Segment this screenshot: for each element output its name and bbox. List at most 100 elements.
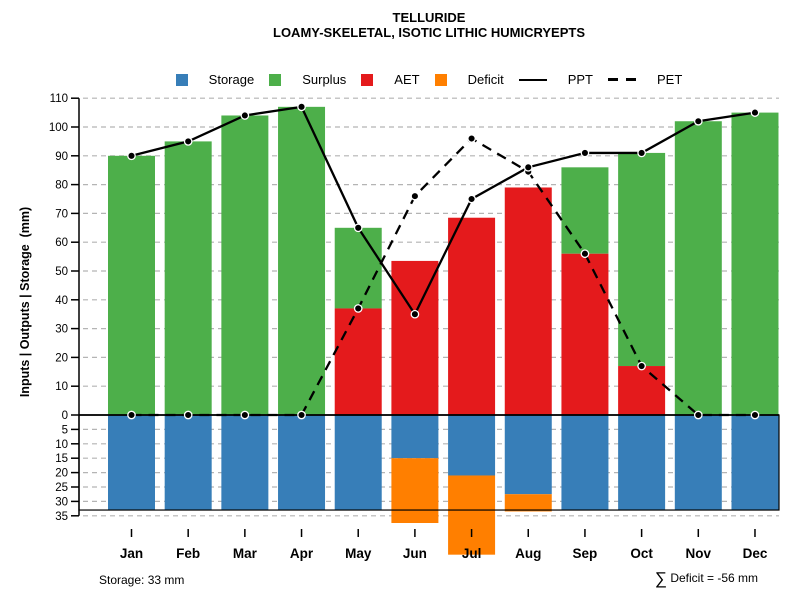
storage-bar-dec [731, 415, 779, 511]
aet-bar-may [334, 308, 382, 415]
y-tick-label: 35 [55, 511, 68, 523]
ppt-point [353, 223, 363, 233]
pet-point [127, 410, 136, 420]
y-tick-label: 90 [55, 151, 68, 163]
y-tick-label: 30 [55, 496, 68, 508]
ppt-point [467, 194, 476, 204]
ppt-line [131, 105, 756, 317]
pet-point [297, 410, 306, 420]
y-tick-label: 10 [55, 439, 68, 451]
month-label-nov: Nov [686, 546, 712, 561]
ppt-point [183, 137, 193, 146]
y-tick-label: 15 [55, 453, 68, 465]
storage-bar-jul [448, 415, 496, 476]
surplus-bar-feb [164, 141, 212, 415]
surplus-bar-may [334, 227, 382, 309]
month-label-oct: Oct [630, 546, 653, 561]
surplus-bar-dec [731, 112, 779, 415]
pet-point [693, 410, 703, 420]
surplus-swatch-icon [269, 73, 282, 86]
pet-point [183, 410, 193, 420]
legend: Storage Surplus AET Deficit PPT PET [79, 72, 779, 87]
month-label-jun: Jun [403, 546, 427, 561]
storage-bar-apr [278, 415, 326, 511]
legend-item-deficit: Deficit [434, 72, 504, 87]
storage-swatch-icon [175, 73, 188, 86]
y-tick-label: 50 [55, 266, 68, 278]
sigma-symbol: ∑ [654, 569, 667, 588]
y-tick-label: 60 [55, 237, 68, 249]
deficit-swatch-icon [434, 73, 447, 86]
y-tick-label: 25 [55, 482, 68, 494]
deficit-bar-jun [391, 458, 439, 523]
legend-label-pet: PET [657, 72, 683, 87]
storage-bar-feb [164, 415, 212, 511]
pet-point [467, 134, 476, 143]
y-tick-label: 80 [55, 180, 68, 192]
ppt-point [127, 151, 136, 161]
storage-bar-mar [221, 415, 269, 511]
legend-label-ppt: PPT [567, 72, 594, 87]
legend-label-storage: Storage [208, 72, 255, 87]
pet-point [637, 361, 646, 371]
aet-bar-jun [391, 260, 439, 415]
deficit-bar-aug [504, 494, 552, 512]
ppt-point [580, 148, 590, 158]
surplus-bar-nov [674, 121, 722, 416]
y-tick-label: 30 [55, 324, 68, 336]
pet-point [240, 410, 250, 420]
month-label-mar: Mar [233, 546, 258, 561]
aet-bar-sep [561, 253, 609, 415]
ppt-point [637, 148, 646, 158]
month-label-jan: Jan [120, 546, 143, 561]
legend-item-aet: AET [361, 72, 420, 87]
month-label-sep: Sep [573, 546, 598, 561]
surplus-bar-apr [278, 106, 326, 415]
pet-point [580, 249, 590, 259]
storage-bar-aug [504, 415, 552, 495]
ppt-point [523, 162, 533, 172]
y-tick-label: 0 [62, 410, 68, 422]
storage-bar-may [334, 415, 382, 511]
legend-item-pet: PET [608, 72, 682, 87]
legend-label-surplus: Surplus [302, 72, 347, 87]
surplus-bar-mar [221, 115, 269, 415]
legend-item-ppt: PPT [518, 72, 594, 87]
month-label-dec: Dec [743, 546, 768, 561]
y-tick-label: 110 [50, 93, 68, 105]
month-label-aug: Aug [515, 546, 541, 561]
surplus-bar-oct [618, 152, 666, 367]
y-tick-label: 40 [55, 295, 68, 307]
storage-bar-oct [618, 415, 666, 511]
pet-point [353, 304, 363, 313]
aet-bar-jul [448, 217, 496, 415]
solid-line-icon [518, 78, 547, 81]
legend-label-deficit: Deficit [467, 72, 504, 87]
legend-item-storage: Storage [175, 72, 255, 87]
storage-bar-jan [108, 415, 155, 511]
ppt-point [750, 108, 760, 117]
ppt-point [240, 111, 250, 120]
y-tick-label: 20 [55, 468, 68, 480]
deficit-sum-annotation: ∑ Deficit = -56 mm [655, 569, 758, 589]
storage-bar-jun [391, 415, 439, 459]
page-subtitle: LOAMY-SKELETAL, ISOTIC LITHIC HUMICRYEPT… [273, 25, 585, 40]
month-label-feb: Feb [176, 546, 200, 561]
surplus-bar-sep [561, 167, 609, 254]
aet-bar-oct [618, 366, 666, 415]
deficit-sum-text: Deficit = -56 mm [670, 571, 758, 585]
month-label-may: May [345, 546, 372, 561]
month-label-apr: Apr [290, 546, 314, 561]
ppt-point [693, 116, 703, 126]
pet-point [410, 191, 420, 201]
legend-item-surplus: Surplus [269, 72, 346, 87]
ppt-point [297, 102, 306, 112]
pet-point [750, 410, 760, 420]
y-tick-label: 100 [49, 122, 68, 134]
ppt-point [410, 309, 420, 319]
y-tick-label: 70 [55, 208, 68, 220]
deficit-bar-jul [448, 475, 496, 555]
storage-bar-sep [561, 415, 609, 511]
